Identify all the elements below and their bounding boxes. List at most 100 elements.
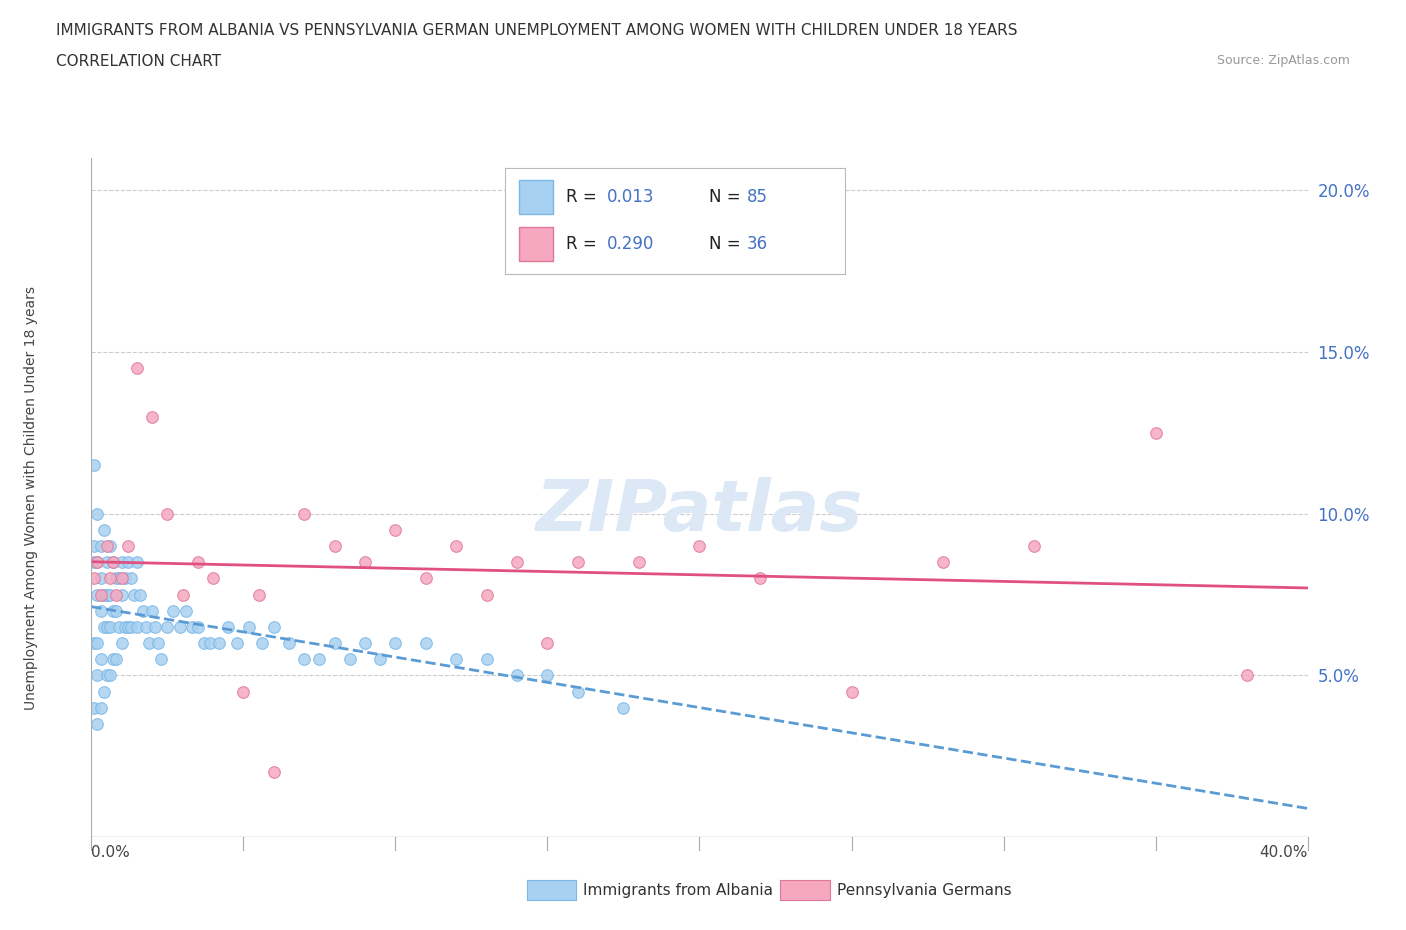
Point: [86, 668, 108, 683]
Point: [83, 571, 105, 586]
Point: [89, 538, 111, 553]
Point: [93, 587, 115, 602]
Point: [292, 506, 315, 521]
Point: [104, 587, 127, 602]
Point: [104, 571, 127, 586]
Point: [96, 668, 118, 683]
Point: [263, 619, 285, 634]
Point: [117, 619, 139, 634]
Point: [339, 652, 361, 667]
Point: [612, 700, 634, 715]
Point: [931, 555, 953, 570]
Point: [83, 538, 105, 553]
Point: [86, 555, 108, 570]
Point: [749, 571, 772, 586]
Point: [122, 587, 145, 602]
Point: [111, 587, 134, 602]
Point: [444, 538, 467, 553]
Point: [101, 604, 124, 618]
Point: [415, 571, 437, 586]
Point: [135, 619, 157, 634]
Point: [208, 635, 231, 650]
Point: [120, 571, 142, 586]
Point: [841, 684, 863, 699]
Point: [162, 604, 184, 618]
Point: [89, 587, 111, 602]
Point: [93, 619, 115, 634]
Point: [475, 652, 498, 667]
Point: [247, 587, 270, 602]
Point: [141, 409, 163, 424]
Point: [567, 684, 589, 699]
Point: [250, 635, 273, 650]
Point: [111, 635, 134, 650]
Point: [83, 555, 105, 570]
Point: [101, 555, 124, 570]
Point: [120, 619, 142, 634]
Point: [292, 652, 315, 667]
Point: [217, 619, 239, 634]
Point: [125, 555, 148, 570]
Point: [384, 523, 406, 538]
Point: [187, 619, 209, 634]
Point: [111, 555, 134, 570]
Point: [1236, 668, 1258, 683]
Point: [98, 668, 121, 683]
Point: [278, 635, 301, 650]
Point: [93, 523, 115, 538]
Point: [156, 506, 179, 521]
Point: [96, 555, 118, 570]
Point: [143, 619, 166, 634]
Text: Unemployment Among Women with Children Under 18 years: Unemployment Among Women with Children U…: [24, 286, 38, 710]
Point: [86, 587, 108, 602]
Point: [384, 635, 406, 650]
Point: [117, 538, 139, 553]
Point: [83, 458, 105, 472]
Point: [172, 587, 194, 602]
Point: [86, 506, 108, 521]
Point: [104, 652, 127, 667]
Point: [308, 652, 330, 667]
Point: [98, 571, 121, 586]
Point: [475, 587, 498, 602]
Point: [83, 700, 105, 715]
Point: [506, 555, 529, 570]
Point: [141, 604, 163, 618]
Point: [86, 555, 108, 570]
Point: [354, 635, 377, 650]
Text: Immigrants from Albania: Immigrants from Albania: [583, 884, 773, 898]
Point: [101, 555, 124, 570]
Point: [96, 587, 118, 602]
Text: CORRELATION CHART: CORRELATION CHART: [56, 54, 221, 69]
Point: [96, 619, 118, 634]
Point: [83, 635, 105, 650]
Text: Pennsylvania Germans: Pennsylvania Germans: [837, 884, 1011, 898]
Point: [415, 635, 437, 650]
Point: [89, 652, 111, 667]
Point: [93, 684, 115, 699]
Point: [368, 652, 391, 667]
Point: [536, 668, 558, 683]
Point: [169, 619, 191, 634]
Point: [89, 604, 111, 618]
Point: [444, 652, 467, 667]
Point: [226, 635, 249, 650]
Point: [117, 555, 139, 570]
Point: [198, 635, 221, 650]
Point: [180, 619, 202, 634]
Point: [125, 361, 148, 376]
Point: [193, 635, 215, 650]
Point: [86, 716, 108, 731]
Point: [627, 555, 650, 570]
Point: [98, 538, 121, 553]
Point: [107, 619, 129, 634]
Point: [187, 555, 209, 570]
Point: [354, 555, 377, 570]
Point: [98, 587, 121, 602]
Point: [148, 635, 170, 650]
Point: [202, 571, 225, 586]
Point: [232, 684, 254, 699]
Text: 40.0%: 40.0%: [1260, 845, 1308, 860]
Text: Source: ZipAtlas.com: Source: ZipAtlas.com: [1216, 54, 1350, 67]
Text: 0.0%: 0.0%: [91, 845, 131, 860]
